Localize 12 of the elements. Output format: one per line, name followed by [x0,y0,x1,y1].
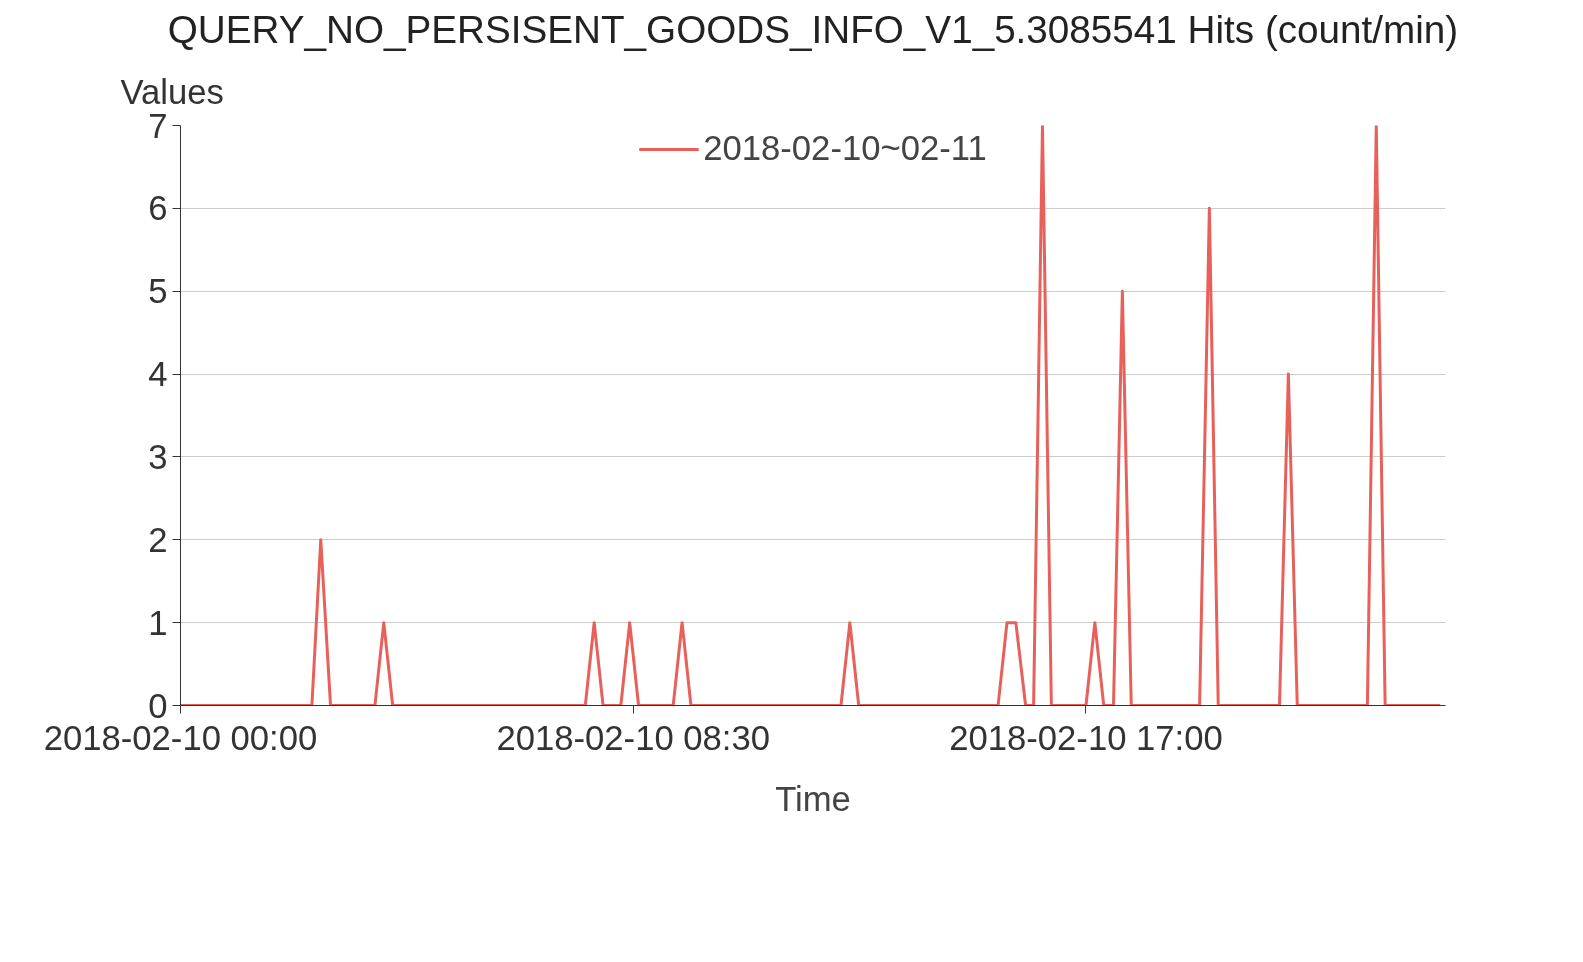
x-tick-label: 2018-02-10 17:00 [949,718,1223,757]
y-tick-label: 4 [148,355,168,394]
x-axis-title: Time [775,779,851,818]
y-tick-label: 6 [148,189,168,228]
chart-title: QUERY_NO_PERSISENT_GOODS_INFO_V1_5.3085541 Hits (count/min) [167,7,1459,51]
legend-label: 2018-02-10~02-11 [703,129,987,168]
x-tick-label: 2018-02-10 08:30 [496,718,771,757]
y-tick-label: 1 [148,603,168,642]
y-tick-label: 5 [148,272,168,311]
y-tick-label: 3 [148,437,168,476]
y-tick-label: 2 [148,520,168,559]
line-series [180,125,1442,706]
